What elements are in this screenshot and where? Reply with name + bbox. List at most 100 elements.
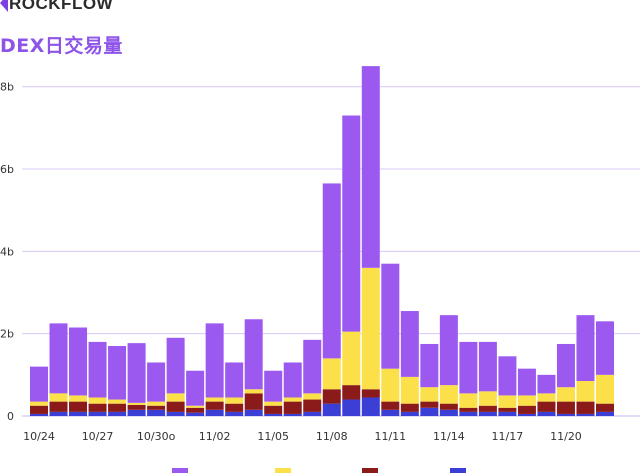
bar-blue-11/02 <box>205 409 224 416</box>
bar-purple-11/07 <box>303 339 322 394</box>
bar-yellow-10/29 <box>127 402 146 405</box>
bar-darkred-11/06 <box>283 401 302 414</box>
legend-swatch-blue <box>450 468 466 473</box>
brand-logo-text: ROCKFLOW <box>9 0 114 12</box>
bar-darkred-11/14 <box>439 403 458 410</box>
bar-yellow-11/02 <box>205 397 224 402</box>
bar-blue-11/10 <box>361 397 380 416</box>
bar-yellow-11/03 <box>225 397 244 404</box>
bar-purple-11/06 <box>283 362 302 398</box>
bar-blue-10/24 <box>30 413 48 416</box>
bar-blue-11/14 <box>439 409 458 416</box>
bar-darkred-11/08 <box>322 389 341 404</box>
bar-darkred-11/11 <box>381 401 400 410</box>
bar-yellow-11/12 <box>400 376 419 404</box>
bar-purple-10/31 <box>166 337 185 394</box>
bar-yellow-11/21 <box>576 381 595 402</box>
y-tick-label: 6b <box>0 163 14 176</box>
bar-yellow-10/28 <box>108 399 127 404</box>
x-tick-label: 11/14 <box>433 430 465 443</box>
bar-purple-11/04 <box>244 319 263 390</box>
bar-purple-10/24 <box>30 366 48 402</box>
bar-blue-11/18 <box>517 413 536 416</box>
bar-yellow-11/09 <box>342 331 361 386</box>
bar-purple-11/03 <box>225 362 244 398</box>
bar-purple-11/08 <box>322 183 341 359</box>
bar-yellow-11/05 <box>264 401 283 406</box>
bar-darkred-10/24 <box>30 405 48 414</box>
bar-purple-11/13 <box>420 343 439 388</box>
x-tick-label: 11/17 <box>492 430 524 443</box>
bar-purple-11/09 <box>342 115 361 332</box>
bar-purple-10/29 <box>127 343 146 403</box>
bar-yellow-11/15 <box>459 393 478 408</box>
bar-darkred-11/12 <box>400 403 419 412</box>
bar-darkred-10/29 <box>127 404 146 410</box>
bar-darkred-11/17 <box>498 407 517 412</box>
brand-logo: ROCKFLOW <box>0 0 113 12</box>
bar-blue-11/17 <box>498 411 517 416</box>
bar-yellow-11/13 <box>420 387 439 402</box>
bar-darkred-11/02 <box>205 401 224 410</box>
bar-darkred-11/15 <box>459 407 478 412</box>
bar-purple-11/21 <box>576 315 595 382</box>
bar-yellow-11/20 <box>556 387 575 402</box>
legend-swatch-darkred <box>362 468 378 473</box>
bar-purple-11/10 <box>361 66 380 268</box>
bar-blue-11/19 <box>537 411 556 416</box>
bar-darkred-11/01 <box>186 407 205 413</box>
bar-purple-11/05 <box>264 370 283 402</box>
bar-purple-11/01 <box>186 370 205 406</box>
bar-blue-10/26 <box>69 411 88 416</box>
x-tick-label: 11/11 <box>374 430 406 443</box>
bar-darkred-11/05 <box>264 405 283 414</box>
bar-purple-10/25 <box>49 323 68 394</box>
bar-yellow-11/08 <box>322 358 341 390</box>
y-tick-label: 0 <box>7 410 14 423</box>
bar-purple-11/22 <box>596 321 614 375</box>
bar-darkred-11/03 <box>225 403 244 412</box>
bar-darkred-10/27 <box>88 403 107 412</box>
bar-blue-11/11 <box>381 409 400 416</box>
bar-purple-10/27 <box>88 341 107 398</box>
bar-purple-11/11 <box>381 263 400 369</box>
bar-darkred-10/30 <box>147 405 166 410</box>
bar-yellow-11/06 <box>283 397 302 402</box>
bar-blue-10/29 <box>127 409 146 416</box>
bar-blue-10/30 <box>147 409 166 416</box>
bar-blue-10/25 <box>49 411 68 416</box>
bar-purple-11/18 <box>517 368 536 396</box>
x-tick-label: 10/27 <box>82 430 114 443</box>
bar-darkred-11/18 <box>517 405 536 414</box>
bar-purple-10/30 <box>147 362 166 402</box>
bar-blue-11/22 <box>596 411 614 416</box>
legend-swatch-yellow <box>275 468 291 473</box>
brand-mark-icon <box>0 0 8 12</box>
bar-purple-11/14 <box>439 315 458 386</box>
page-title: DEX日交易量 <box>0 35 123 57</box>
x-tick-label: 11/20 <box>550 430 582 443</box>
bar-purple-11/20 <box>556 343 575 388</box>
bar-yellow-10/26 <box>69 395 88 402</box>
bar-darkred-10/25 <box>49 401 68 412</box>
bar-yellow-11/14 <box>439 385 458 404</box>
bar-darkred-11/22 <box>596 403 614 412</box>
bar-yellow-10/31 <box>166 393 185 402</box>
bar-yellow-11/11 <box>381 368 400 402</box>
bar-yellow-10/30 <box>147 401 166 406</box>
bar-yellow-11/07 <box>303 393 322 400</box>
bar-yellow-11/10 <box>361 267 380 390</box>
bar-purple-11/16 <box>478 341 497 392</box>
bar-yellow-11/17 <box>498 395 517 408</box>
y-tick-label: 4b <box>0 245 14 258</box>
x-tick-label: 11/05 <box>257 430 289 443</box>
bar-darkred-11/20 <box>556 401 575 414</box>
bar-yellow-11/16 <box>478 391 497 406</box>
bar-blue-11/08 <box>322 403 341 416</box>
bar-darkred-11/10 <box>361 389 380 398</box>
x-tick-label: 10/30o <box>137 430 176 443</box>
bar-purple-11/15 <box>459 341 478 394</box>
bar-blue-11/09 <box>342 399 361 416</box>
bar-darkred-11/16 <box>478 405 497 412</box>
